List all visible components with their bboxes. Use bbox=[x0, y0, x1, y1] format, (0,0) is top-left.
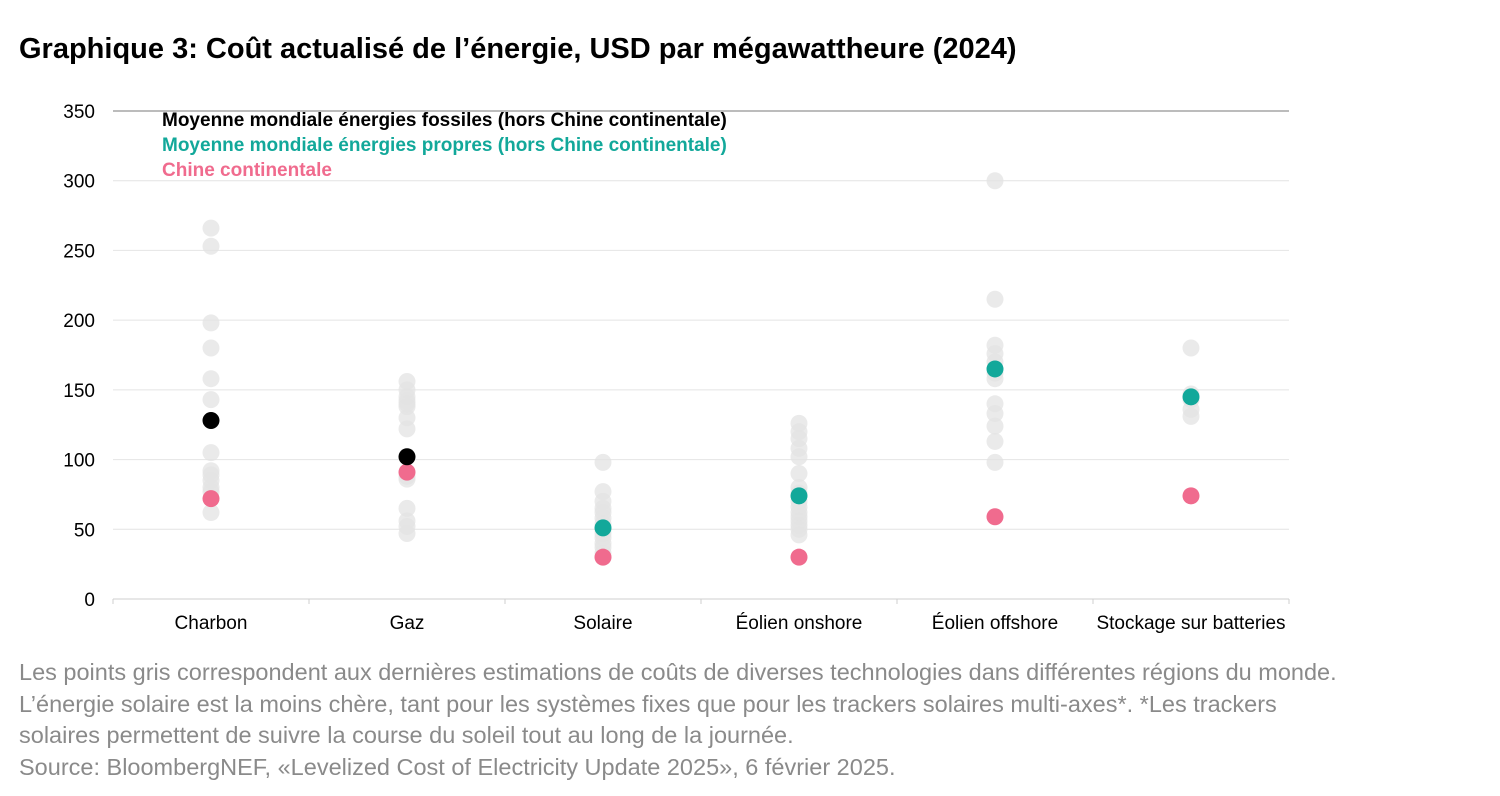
regional-estimate-point bbox=[790, 526, 808, 544]
legend-entry: Chine continentale bbox=[162, 160, 332, 181]
regional-estimate-point bbox=[202, 314, 220, 332]
series-point bbox=[594, 548, 612, 566]
note-source: Source: BloombergNEF, «Levelized Cost of… bbox=[19, 753, 896, 780]
series-point bbox=[986, 360, 1004, 378]
series-point bbox=[790, 548, 808, 566]
series-point bbox=[202, 490, 220, 508]
regional-estimate-point bbox=[986, 453, 1004, 471]
x-tick-label: Gaz bbox=[390, 613, 425, 634]
y-tick-label: 100 bbox=[63, 451, 95, 472]
series-point bbox=[202, 412, 220, 430]
y-tick-label: 250 bbox=[63, 241, 95, 262]
series-point bbox=[398, 448, 416, 466]
regional-estimate-point bbox=[202, 444, 220, 462]
grid-lines bbox=[113, 110, 1289, 530]
regional-estimate-point bbox=[986, 405, 1004, 423]
y-tick-label: 0 bbox=[84, 590, 95, 611]
regional-estimate-point bbox=[398, 499, 416, 517]
y-tick-label: 150 bbox=[63, 381, 95, 402]
x-axis: Charbon Gaz Solaire Éolien onshore Éolien of… bbox=[112, 598, 1290, 634]
y-tick-label: 50 bbox=[74, 520, 95, 541]
regional-estimate-point bbox=[202, 219, 220, 237]
series-point bbox=[1182, 388, 1200, 406]
regional-estimate-point bbox=[986, 432, 1004, 450]
regional-estimate-point bbox=[986, 417, 1004, 435]
x-tick-label: Stockage sur batteries bbox=[1096, 613, 1285, 634]
regional-estimate-point bbox=[1182, 339, 1200, 357]
note-line-3: solaires permettent de suivre la course … bbox=[19, 722, 794, 748]
series-point bbox=[986, 508, 1004, 526]
regional-estimate-point bbox=[202, 339, 220, 357]
x-tick-label: Solaire bbox=[573, 613, 632, 634]
x-tick-label: Charbon bbox=[175, 613, 248, 634]
series-point bbox=[594, 519, 612, 537]
regional-points bbox=[202, 172, 1200, 566]
regional-estimate-point bbox=[986, 290, 1004, 308]
regional-estimate-point bbox=[790, 465, 808, 483]
scatter-chart: 0 50 100 150 200 250 300 350 Charbon Gaz Solaire É… bbox=[63, 102, 1290, 634]
regional-estimate-point bbox=[202, 237, 220, 255]
chart-title: Graphique 3: Coût actualisé de l’énergie… bbox=[19, 33, 1017, 65]
regional-estimate-point bbox=[790, 448, 808, 466]
series-point bbox=[398, 463, 416, 481]
regional-estimate-point bbox=[1182, 407, 1200, 425]
y-axis: 0 50 100 150 200 250 300 350 bbox=[63, 102, 95, 611]
series-points bbox=[202, 360, 1200, 566]
x-tick-label: Éolien offshore bbox=[932, 613, 1058, 634]
regional-estimate-point bbox=[202, 370, 220, 388]
series-point bbox=[790, 487, 808, 505]
chart-notes: Les points gris correspondent aux derniè… bbox=[19, 657, 1489, 783]
legend: Moyenne mondiale énergies fossiles (hors… bbox=[162, 110, 727, 181]
y-tick-label: 200 bbox=[63, 311, 95, 332]
regional-estimate-point bbox=[398, 420, 416, 438]
note-line-2: L’énergie solaire est la moins chère, ta… bbox=[19, 690, 1277, 717]
regional-estimate-point bbox=[398, 524, 416, 542]
y-tick-label: 350 bbox=[63, 102, 95, 123]
regional-estimate-point bbox=[986, 172, 1004, 190]
regional-estimate-point bbox=[594, 453, 612, 471]
y-tick-label: 300 bbox=[63, 172, 95, 193]
x-tick-label: Éolien onshore bbox=[736, 613, 863, 634]
note-line-1: Les points gris correspondent aux derniè… bbox=[19, 659, 1337, 685]
legend-entry: Moyenne mondiale énergies propres (hors … bbox=[162, 135, 727, 156]
legend-entry: Moyenne mondiale énergies fossiles (hors… bbox=[162, 110, 727, 131]
series-point bbox=[1182, 487, 1200, 505]
regional-estimate-point bbox=[202, 504, 220, 522]
regional-estimate-point bbox=[202, 391, 220, 409]
